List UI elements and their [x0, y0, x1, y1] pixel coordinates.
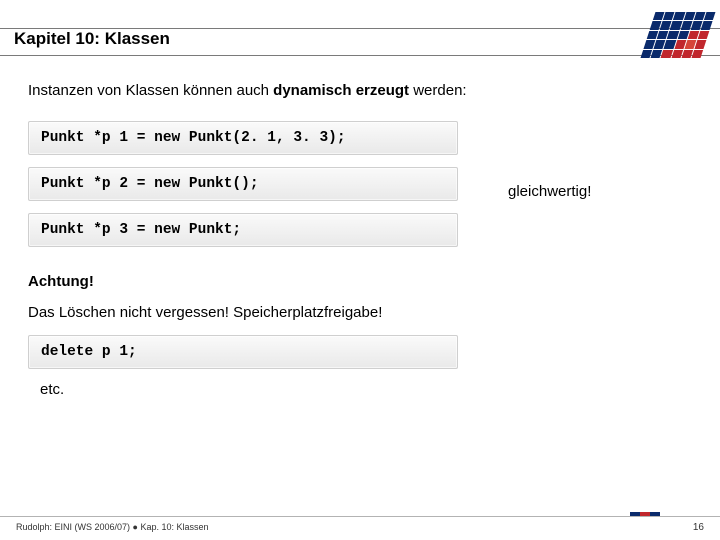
footer-left-text: Rudolph: EINI (WS 2006/07) ● Kap. 10: Kl… — [16, 522, 209, 532]
slide-header: Kapitel 10: Klassen — [0, 0, 720, 56]
lead-sentence: Instanzen von Klassen können auch dynami… — [28, 82, 692, 99]
lead-bold: dynamisch erzeugt — [273, 82, 409, 99]
lead-prefix: Instanzen von Klassen können auch — [28, 82, 273, 99]
code-box-1: Punkt *p 1 = new Punkt(2. 1, 3. 3); — [28, 121, 458, 155]
memory-text: Das Löschen nicht vergessen! Speicherpla… — [28, 304, 692, 321]
chapter-title: Kapitel 10: Klassen — [14, 29, 170, 49]
gleichwertig-label: gleichwertig! — [508, 183, 591, 200]
slide-footer: Rudolph: EINI (WS 2006/07) ● Kap. 10: Kl… — [0, 516, 720, 540]
org-logo — [641, 12, 716, 58]
code-group-dynamic-alloc: Punkt *p 1 = new Punkt(2. 1, 3. 3); Punk… — [28, 121, 692, 247]
code-box-delete: delete p 1; — [28, 335, 458, 369]
code-box-3: Punkt *p 3 = new Punkt; — [28, 213, 458, 247]
achtung-heading: Achtung! — [28, 273, 692, 290]
lead-suffix: werden: — [409, 82, 467, 99]
code-box-2: Punkt *p 2 = new Punkt(); — [28, 167, 458, 201]
etc-text: etc. — [40, 381, 692, 398]
slide-content: Instanzen von Klassen können auch dynami… — [0, 56, 720, 398]
page-number: 16 — [693, 522, 704, 533]
